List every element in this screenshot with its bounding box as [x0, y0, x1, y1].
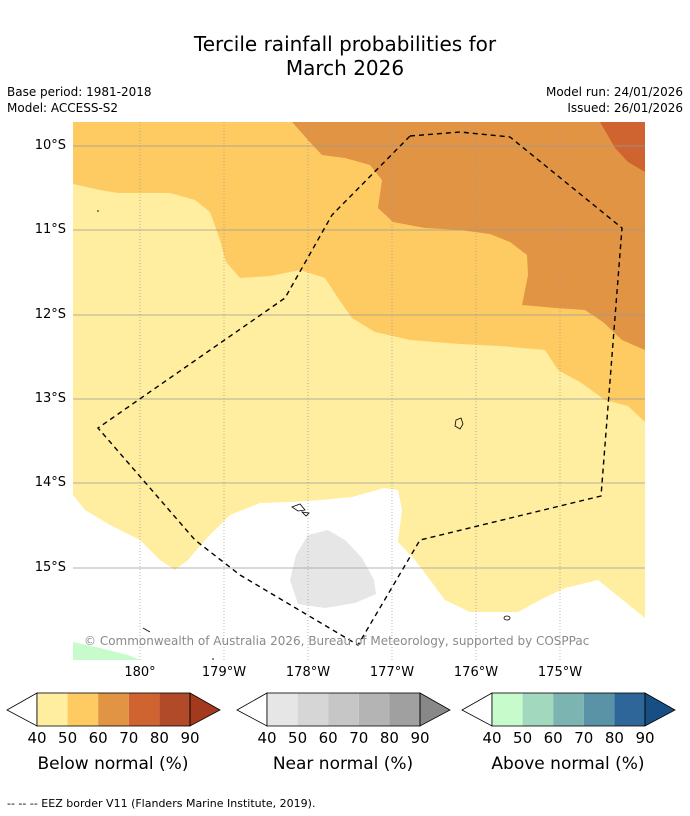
model-run: Model run: 24/01/2026: [545, 85, 683, 99]
island-outline: [300, 511, 310, 517]
lat-tick-label: 15°S: [34, 560, 66, 575]
lon-tick-label: 176°W: [453, 665, 499, 680]
colorbar-tick: 60: [318, 729, 338, 747]
colorbar-under-arrow: [236, 692, 268, 727]
colorbar-below-normal: [6, 692, 221, 727]
lon-tick-label: 180°: [124, 665, 156, 680]
colorbar-cell: [159, 693, 190, 726]
colorbar-above-normal: [461, 692, 676, 727]
island-outline: [212, 658, 214, 660]
colorbar-tick: 50: [288, 729, 308, 747]
colorbar-tick: 70: [574, 729, 594, 747]
colorbar-cell: [67, 693, 99, 726]
below-normal-60-70-zone: [292, 122, 645, 350]
issued-date: Issued: 26/01/2026: [567, 101, 683, 115]
colorbar-cell: [328, 693, 359, 726]
colorbar-tick: 60: [88, 729, 108, 747]
colorbar-under-arrow: [6, 692, 38, 727]
island-outline: [97, 210, 99, 212]
colorbar-tick: 80: [379, 729, 399, 747]
lat-tick-label: 12°S: [34, 307, 66, 322]
lat-tick-label: 11°S: [34, 222, 66, 237]
colorbar-tick: 80: [149, 729, 169, 747]
above-normal-40-50-zone: [73, 642, 141, 660]
colorbar-tick: 70: [349, 729, 369, 747]
colorbar-label-below: Below normal (%): [37, 754, 189, 774]
colorbar-cell: [492, 693, 523, 726]
copyright-notice: © Commonwealth of Australia 2026, Bureau…: [84, 634, 590, 648]
grid-lines: [73, 122, 645, 660]
lon-tick-label: 178°W: [285, 665, 331, 680]
island-outline: [291, 503, 306, 512]
colorbar-frame: [36, 692, 191, 727]
base-period: Base period: 1981-2018: [7, 85, 152, 99]
colorbar-label-above: Above normal (%): [491, 754, 645, 774]
lon-tick-label: 177°W: [369, 665, 415, 680]
colorbar-cell: [37, 693, 68, 726]
colorbar-tick: 90: [635, 729, 655, 747]
lat-tick-label: 10°S: [34, 138, 66, 153]
eez-border: [96, 131, 623, 646]
colorbar-near-normal: [236, 692, 451, 727]
island-outline: [503, 615, 511, 621]
colorbar-cell: [128, 693, 160, 726]
colorbar-cell: [297, 693, 329, 726]
colorbar-tick: 90: [410, 729, 430, 747]
colorbar-cell: [267, 693, 298, 726]
map-fill-layers: [73, 122, 645, 660]
colorbar-over-arrow: [189, 692, 221, 727]
colorbar-cell: [583, 693, 615, 726]
colorbar-tick: 60: [543, 729, 563, 747]
colorbar-frame: [491, 692, 646, 727]
colorbar-frame: [266, 692, 421, 727]
colorbar-tick: 40: [27, 729, 47, 747]
map-title-line1: Tercile rainfall probabilities for: [193, 32, 497, 56]
lon-tick-label: 175°W: [537, 665, 583, 680]
colorbar-tick: 90: [180, 729, 200, 747]
island-outline: [454, 417, 464, 430]
colorbar-over-arrow: [644, 692, 676, 727]
colorbar-tick: 50: [513, 729, 533, 747]
lat-tick-label: 14°S: [34, 475, 66, 490]
colorbar-tick: 70: [119, 729, 139, 747]
colorbar-tick: 40: [257, 729, 277, 747]
colorbar-cell: [358, 693, 390, 726]
eez-footnote: -- -- -- EEZ border V11 (Flanders Marine…: [7, 797, 316, 810]
model-name: Model: ACCESS-S2: [7, 101, 119, 115]
near-normal-40-50-zone: [290, 530, 376, 608]
colorbar-cell: [614, 693, 645, 726]
colorbar-cell: [98, 693, 129, 726]
lat-tick-label: 13°S: [34, 391, 66, 406]
colorbar-label-near: Near normal (%): [272, 754, 414, 774]
below-normal-70-80-zone: [600, 122, 645, 172]
colorbar-cell: [553, 693, 584, 726]
colorbar-tick: 80: [604, 729, 624, 747]
colorbar-cell: [522, 693, 554, 726]
colorbar-tick: 40: [482, 729, 502, 747]
lon-tick-label: 179°W: [201, 665, 247, 680]
colorbar-under-arrow: [461, 692, 493, 727]
colorbar-over-arrow: [419, 692, 451, 727]
colorbar-cell: [389, 693, 420, 726]
colorbar-tick: 50: [58, 729, 78, 747]
map-title-line2: March 2026: [285, 56, 405, 80]
island-outline: [142, 627, 151, 633]
